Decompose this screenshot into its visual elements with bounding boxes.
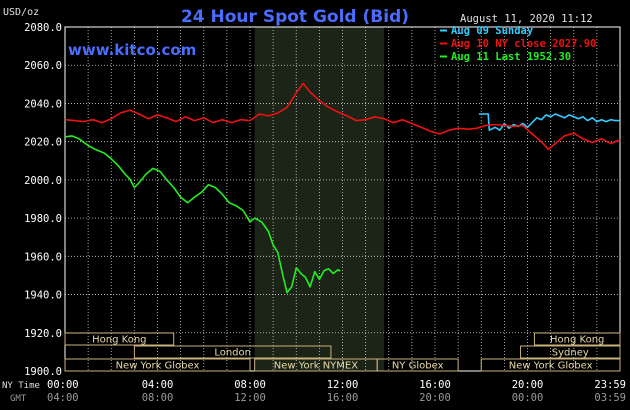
session-label: London bbox=[214, 348, 251, 359]
session-box bbox=[533, 332, 621, 346]
series-line bbox=[64, 135, 341, 294]
y-tick-label: 1920.0 bbox=[24, 328, 62, 340]
y-tick-label: 2080.0 bbox=[24, 22, 62, 34]
session-label: Sydney bbox=[552, 348, 589, 359]
session-label: Hong Kong bbox=[92, 335, 146, 346]
session-label: New York Globex bbox=[116, 361, 200, 372]
x-tick-label: 00:00 bbox=[47, 379, 79, 391]
market-sessions: Hong Kong Hong Kong London Sydney New York G… bbox=[64, 332, 621, 372]
legend-entry: Aug 11 Last 1952.30 bbox=[451, 51, 571, 63]
x-tick-label: 20:00 bbox=[512, 379, 544, 391]
x-tick-label: 23:59 bbox=[594, 379, 626, 391]
x-tick-label-gmt: 12:00 bbox=[234, 392, 266, 404]
chart-title: 24 Hour Spot Gold (Bid) bbox=[181, 7, 409, 27]
y-tick-label: 1960.0 bbox=[24, 251, 62, 263]
series-line bbox=[64, 82, 621, 151]
ny-time-label: NY Time bbox=[2, 381, 40, 391]
session-label: New York Globex bbox=[509, 361, 593, 372]
x-tick-label-gmt: 04:00 bbox=[47, 392, 79, 404]
x-tick-label: 08:00 bbox=[234, 379, 266, 391]
session-box bbox=[64, 332, 175, 346]
series-lines bbox=[64, 82, 621, 294]
session-box bbox=[133, 345, 332, 359]
series-line bbox=[478, 113, 620, 131]
x-tick-label: 04:00 bbox=[142, 379, 174, 391]
x-tick-label: 16:00 bbox=[419, 379, 451, 391]
x-tick-label-gmt: 03:59 bbox=[594, 392, 626, 404]
y-tick-label: 2020.0 bbox=[24, 137, 62, 149]
y-tick-label: 1900.0 bbox=[24, 366, 62, 378]
session-box bbox=[520, 345, 621, 359]
session-box bbox=[376, 358, 459, 372]
session-box bbox=[480, 358, 621, 372]
x-tick-labels: 00:0004:0004:0008:0008:0012:0012:0016:00… bbox=[47, 379, 626, 404]
source-watermark: www.kitco.com bbox=[68, 41, 196, 59]
x-tick-label-gmt: 08:00 bbox=[142, 392, 174, 404]
y-tick-label: 2000.0 bbox=[24, 175, 62, 187]
y-tick-label: 1980.0 bbox=[24, 213, 62, 225]
x-tick-label: 12:00 bbox=[327, 379, 359, 391]
session-label: New York NYMEX bbox=[274, 361, 359, 372]
y-tick-label: 1940.0 bbox=[24, 290, 62, 302]
y-tick-label: 2040.0 bbox=[24, 98, 62, 110]
y-tick-labels: 2080.0 2060.0 2040.0 2020.0 2000.0 1980.0 1960… bbox=[24, 22, 62, 378]
y-axis-label: USD/oz bbox=[3, 7, 39, 18]
gmt-label: GMT bbox=[10, 394, 27, 404]
session-box bbox=[64, 358, 251, 372]
x-tick-label-gmt: 16:00 bbox=[327, 392, 359, 404]
x-tick-label-gmt: 00:00 bbox=[512, 392, 544, 404]
legend-entry: Aug 10 NY close 2027.90 bbox=[451, 38, 596, 50]
timestamp: August 11, 2020 11:12 bbox=[460, 13, 593, 25]
session-label: NY Globex bbox=[392, 361, 444, 372]
legend-entry: Aug 09 Sunday bbox=[451, 25, 534, 37]
session-label: Hong Kong bbox=[550, 335, 604, 346]
x-tick-label-gmt: 20:00 bbox=[419, 392, 451, 404]
y-tick-label: 2060.0 bbox=[24, 60, 62, 72]
